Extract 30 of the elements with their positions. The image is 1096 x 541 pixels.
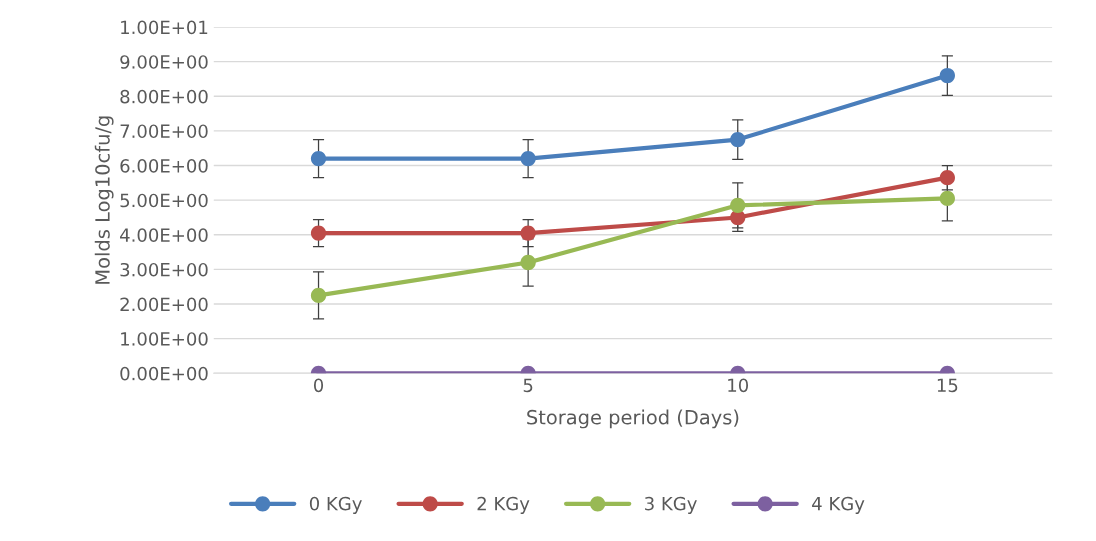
y-tick-label: 2.00E+00	[120, 297, 208, 312]
y-tick-label: 9.00E+00	[120, 55, 208, 69]
y-axis-title: Molds Log10cfu/g	[94, 116, 114, 284]
y-tick-label: 5.00E+00	[120, 193, 208, 208]
point	[939, 190, 955, 207]
y-tick-label: 8.00E+00	[120, 89, 208, 104]
point	[310, 150, 327, 167]
x-axis-title: Storage period (Days)	[527, 409, 739, 429]
legend-label: 3 KGy	[645, 496, 697, 514]
y-tick-label: 3.00E+00	[120, 262, 208, 277]
y-tick-label: 1.00E+00	[121, 332, 208, 346]
point	[730, 131, 746, 148]
y-tick-label: 6.00E+00	[120, 159, 208, 173]
point	[310, 225, 327, 241]
y-tick-label: 0.00E+00	[120, 366, 208, 381]
point	[939, 170, 955, 186]
x-tick-label: 15	[937, 378, 958, 393]
legend-label: 4 KGy	[812, 496, 865, 514]
point	[520, 225, 536, 241]
point	[730, 197, 746, 213]
y-tick-label: 1.00E+01	[121, 20, 208, 35]
y-tick-label: 4.00E+00	[120, 228, 208, 242]
point	[520, 150, 536, 167]
x-tick-label: 0	[313, 378, 324, 393]
y-tick-label: 7.00E+00	[120, 124, 208, 139]
legend-label: 0 KGy	[309, 496, 362, 514]
x-tick-label: 5	[523, 378, 533, 393]
x-tick-label: 10	[728, 378, 749, 393]
legend-label: 2 KGy	[477, 496, 530, 514]
point	[520, 254, 536, 271]
